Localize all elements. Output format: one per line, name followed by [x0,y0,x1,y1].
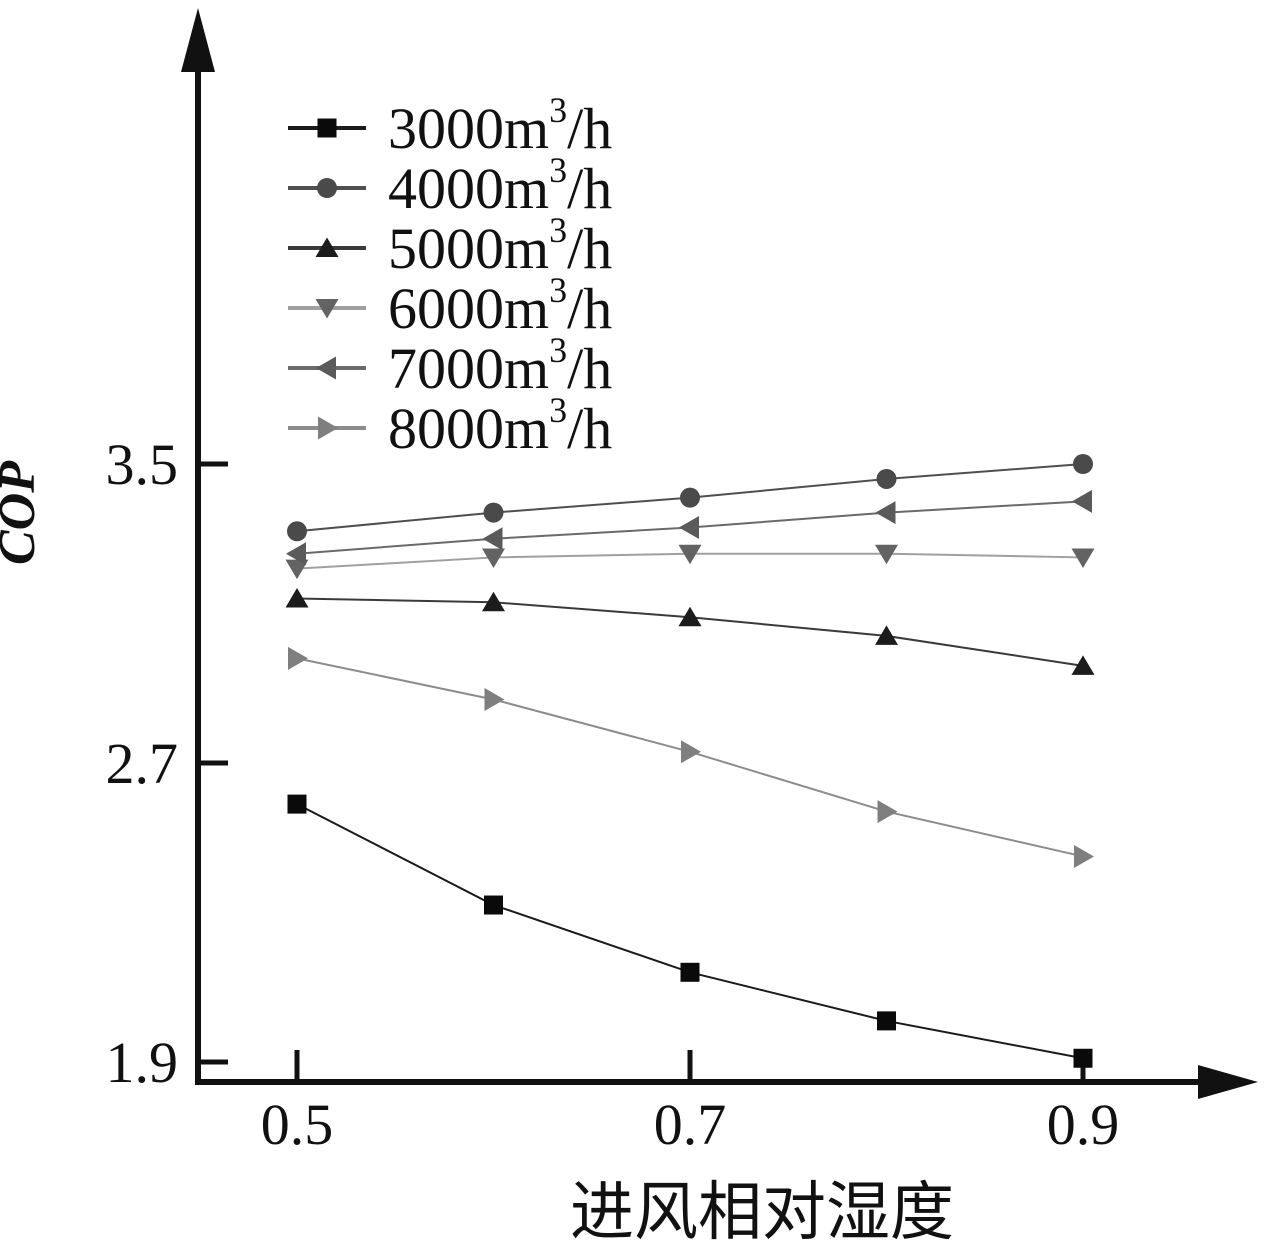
data-point-3000-0.9 [1073,1048,1093,1068]
y-tick-label: 3.5 [106,432,179,497]
data-point-8000-0.9 [1074,844,1094,868]
data-point-7000-0.5 [286,542,306,566]
data-point-5000-0.8 [875,625,898,645]
x-tick-label: 0.7 [654,1092,727,1157]
data-point-8000-0.5 [288,646,308,670]
x-axis-title: 进风相对湿度 [570,1177,954,1248]
data-point-6000-0.6 [482,548,505,568]
data-point-7000-0.7 [679,516,699,540]
legend-marker-triangle-up-icon [315,237,339,257]
data-point-6000-0.5 [285,559,309,580]
data-point-4000-0.7 [680,487,700,508]
data-point-3000-0.5 [287,794,307,814]
data-point-7000-0.8 [875,501,896,525]
data-point-6000-0.9 [1071,548,1095,568]
data-point-5000-0.7 [678,606,702,627]
legend-label: 3000m3/h [388,90,612,161]
y-axis-title: COP [0,460,46,565]
legend-label: 7000m3/h [388,330,612,401]
x-tick-label: 0.9 [1047,1092,1120,1157]
data-point-8000-0.6 [484,687,505,711]
data-point-6000-0.7 [678,544,702,565]
data-point-5000-0.9 [1071,655,1095,675]
y-tick-label: 2.7 [106,731,179,796]
legend-marker-circle-icon [317,178,337,198]
data-point-3000-0.8 [877,1011,896,1031]
legend-label: 8000m3/h [388,390,612,461]
y-axis-arrow-icon [181,8,215,72]
data-point-4000-0.8 [876,468,897,489]
legend-label: 5000m3/h [388,210,612,281]
data-point-4000-0.6 [483,502,504,523]
data-point-7000-0.9 [1072,489,1092,513]
data-point-3000-0.6 [484,895,503,915]
data-point-6000-0.8 [875,544,898,565]
data-point-8000-0.8 [877,800,898,824]
legend-marker-triangle-right-icon [318,416,338,440]
x-axis-arrow-icon [1198,1065,1258,1099]
data-point-5000-0.6 [482,591,505,612]
data-point-4000-0.9 [1073,454,1093,474]
legend-label: 6000m3/h [388,270,612,341]
legend-marker-square-icon [317,118,337,138]
data-point-8000-0.7 [681,740,701,764]
series-line-3000 [296,803,1084,1060]
data-point-7000-0.6 [482,527,503,551]
data-point-3000-0.7 [680,962,700,982]
x-tick-label: 0.5 [261,1092,334,1157]
data-point-5000-0.5 [285,588,309,608]
y-tick-label: 1.9 [106,1030,179,1095]
data-point-4000-0.5 [287,521,307,542]
legend-marker-triangle-down-icon [315,299,339,319]
legend-marker-triangle-left-icon [316,356,336,380]
legend-label: 4000m3/h [388,150,612,221]
